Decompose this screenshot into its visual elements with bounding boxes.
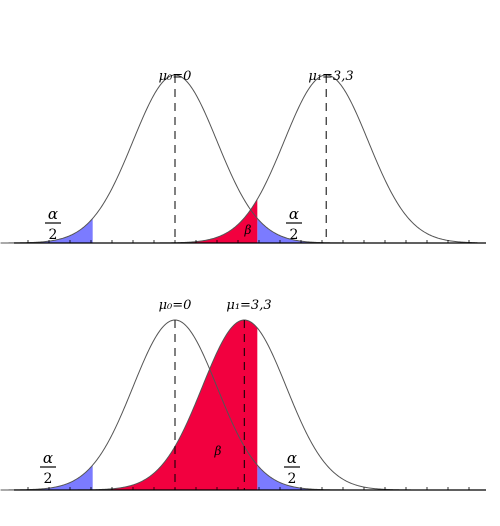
alpha-symbol: α <box>289 205 299 223</box>
top-mu0-label: μ₀=0 <box>159 69 192 84</box>
top-null-distribution-curve <box>0 74 478 244</box>
bottom-alpha-left-region <box>0 465 93 490</box>
top-alpha-right-fraction: α 2 <box>286 205 302 243</box>
top-beta-label: β <box>244 223 252 237</box>
top-beta-region <box>0 199 258 243</box>
top-alternative-distribution-curve <box>0 74 478 244</box>
bottom-mu0-label: μ₀=0 <box>159 298 192 313</box>
alpha-symbol: α <box>287 449 297 467</box>
top-alpha-left-fraction: α 2 <box>45 205 61 243</box>
fraction-denominator: 2 <box>290 227 299 243</box>
top-alpha-left-region <box>0 218 93 243</box>
fraction-denominator: 2 <box>44 471 53 487</box>
bottom-beta-label: β <box>214 444 222 458</box>
bottom-beta-region <box>0 320 258 490</box>
bottom-alpha-right-region <box>257 465 478 490</box>
top-panel: μ₀=0 μ₁=3,3 α 2 α 2 β <box>0 69 486 244</box>
bottom-alpha-left-fraction: α 2 <box>40 449 56 487</box>
top-mu1-label: μ₁=3,3 <box>308 69 353 84</box>
bottom-panel: μ₀=0 μ₁=3,3 α 2 α 2 β <box>0 298 486 491</box>
alpha-symbol: α <box>48 205 58 223</box>
top-alpha-right-region <box>257 218 478 243</box>
fraction-denominator: 2 <box>288 471 297 487</box>
bottom-mu1-label: μ₁=3,3 <box>226 298 271 313</box>
bottom-alpha-right-fraction: α 2 <box>284 449 300 487</box>
top-axis-ticks <box>27 240 470 243</box>
bottom-axis-ticks <box>27 487 470 490</box>
alpha-symbol: α <box>43 449 53 467</box>
fraction-denominator: 2 <box>49 227 58 243</box>
